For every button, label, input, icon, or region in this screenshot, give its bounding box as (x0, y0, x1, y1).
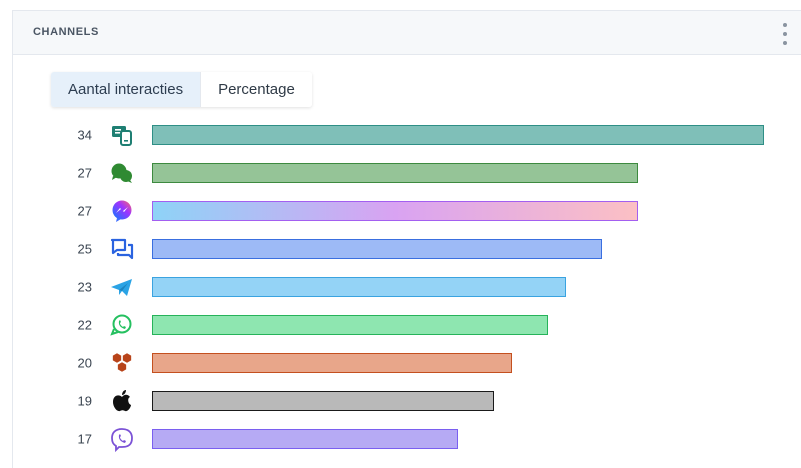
tab-percentage[interactable]: Percentage (200, 72, 312, 107)
bar-sms-device[interactable] (152, 125, 764, 145)
apple-icon (113, 390, 131, 412)
whatsapp-icon (110, 314, 132, 336)
value-label: 27 (78, 204, 92, 219)
telegram-icon (111, 279, 132, 296)
bar-messages[interactable] (152, 239, 602, 259)
tab-group: Aantal interacties Percentage (51, 72, 312, 107)
value-label: 20 (78, 356, 92, 371)
honeycomb-icon (112, 353, 132, 372)
value-label: 17 (78, 432, 92, 447)
bar-chat-bubbles[interactable] (152, 163, 638, 183)
tab-aantal-interacties[interactable]: Aantal interacties (51, 72, 201, 107)
bar-messenger[interactable] (152, 201, 638, 221)
value-label: 27 (78, 166, 92, 181)
panel-title: CHANNELS (33, 26, 99, 38)
value-label: 25 (78, 242, 92, 257)
value-label: 19 (78, 394, 92, 409)
sms-device-icon (112, 126, 132, 146)
bar-telegram[interactable] (152, 277, 566, 297)
vertical-dots-icon[interactable] (782, 23, 788, 45)
messenger-icon (112, 200, 132, 222)
viber-icon (111, 428, 133, 453)
value-label: 22 (78, 318, 92, 333)
bar-whatsapp[interactable] (152, 315, 548, 335)
value-label: 23 (78, 280, 92, 295)
bar-apple[interactable] (152, 391, 494, 411)
messages-icon (110, 238, 134, 260)
bar-viber[interactable] (152, 429, 458, 449)
chat-bubble-icon (111, 163, 132, 183)
value-label: 34 (78, 128, 92, 143)
bar-honeycomb[interactable] (152, 353, 512, 373)
panel-header: CHANNELS (13, 11, 801, 55)
